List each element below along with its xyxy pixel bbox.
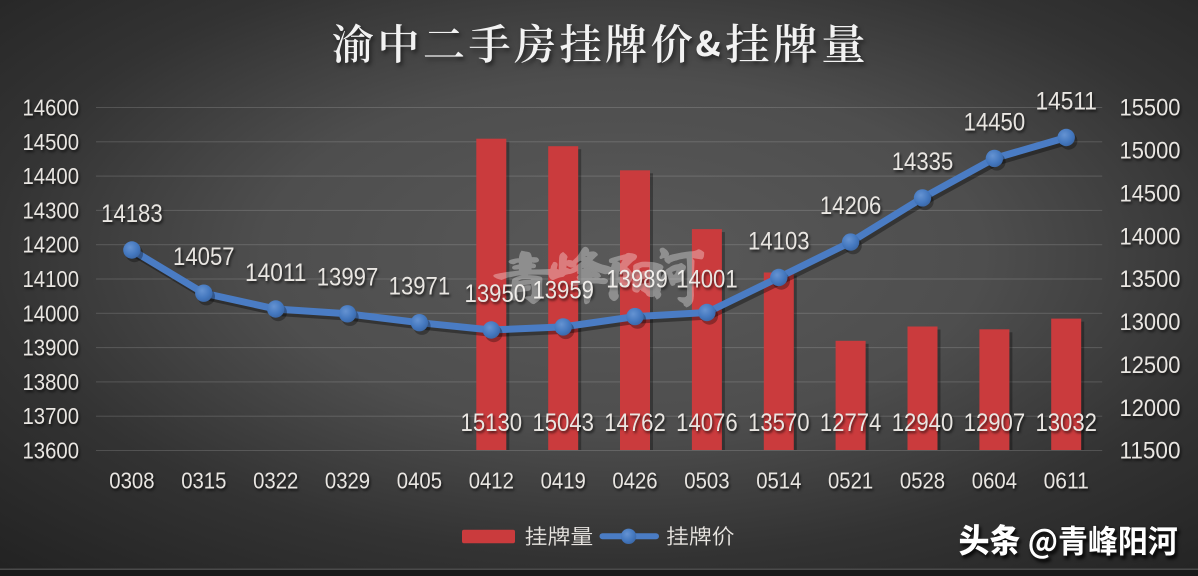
svg-text:13971: 13971 [389, 274, 451, 301]
svg-text:13800: 13800 [23, 369, 80, 395]
svg-text:0521: 0521 [828, 468, 873, 494]
svg-text:14057: 14057 [173, 244, 235, 271]
svg-text:14206: 14206 [820, 193, 882, 220]
svg-text:13700: 13700 [23, 403, 80, 429]
svg-text:14011: 14011 [245, 260, 307, 287]
svg-text:13900: 13900 [23, 335, 80, 361]
svg-text:14762: 14762 [604, 410, 666, 437]
svg-text:0405: 0405 [397, 468, 442, 494]
svg-text:0528: 0528 [900, 468, 945, 494]
svg-text:15500: 15500 [1120, 95, 1181, 122]
svg-text:14335: 14335 [892, 149, 954, 176]
svg-text:12500: 12500 [1120, 352, 1181, 379]
svg-text:0503: 0503 [684, 468, 729, 494]
svg-text:0315: 0315 [181, 468, 226, 494]
svg-text:13600: 13600 [23, 438, 80, 464]
svg-text:14600: 14600 [23, 95, 80, 121]
svg-text:14400: 14400 [23, 163, 80, 189]
svg-text:15000: 15000 [1120, 138, 1181, 165]
svg-text:13570: 13570 [748, 410, 810, 437]
svg-text:0611: 0611 [1044, 468, 1089, 494]
svg-text:14200: 14200 [23, 232, 80, 258]
svg-text:13950: 13950 [465, 281, 527, 308]
svg-text:13959: 13959 [532, 278, 594, 305]
svg-text:14183: 14183 [101, 201, 163, 228]
svg-text:0412: 0412 [469, 468, 514, 494]
svg-text:13997: 13997 [317, 265, 379, 292]
svg-text:0514: 0514 [756, 468, 801, 494]
svg-text:14500: 14500 [1120, 181, 1181, 208]
svg-text:14000: 14000 [23, 300, 80, 326]
svg-text:0322: 0322 [253, 468, 298, 494]
svg-text:14450: 14450 [964, 109, 1026, 136]
svg-text:14103: 14103 [748, 228, 810, 255]
svg-text:15043: 15043 [532, 410, 594, 437]
svg-text:0604: 0604 [972, 468, 1017, 494]
svg-text:0419: 0419 [541, 468, 586, 494]
svg-text:13032: 13032 [1035, 410, 1097, 437]
svg-text:12000: 12000 [1120, 395, 1181, 422]
svg-text:14500: 14500 [23, 129, 80, 155]
svg-text:15130: 15130 [461, 410, 523, 437]
svg-text:14001: 14001 [676, 266, 738, 293]
svg-text:12907: 12907 [964, 410, 1026, 437]
svg-text:13000: 13000 [1120, 309, 1181, 336]
svg-text:0426: 0426 [612, 468, 657, 494]
svg-text:14000: 14000 [1120, 223, 1181, 250]
svg-text:13989: 13989 [606, 266, 668, 293]
svg-text:13500: 13500 [1120, 266, 1181, 293]
svg-text:14300: 14300 [23, 197, 80, 223]
svg-text:14076: 14076 [676, 410, 738, 437]
svg-text:12774: 12774 [820, 410, 882, 437]
svg-text:12940: 12940 [892, 410, 954, 437]
svg-text:14100: 14100 [23, 266, 80, 292]
svg-text:0308: 0308 [109, 468, 154, 494]
svg-text:0329: 0329 [325, 468, 370, 494]
svg-text:11500: 11500 [1120, 438, 1181, 465]
svg-text:14511: 14511 [1035, 88, 1097, 115]
